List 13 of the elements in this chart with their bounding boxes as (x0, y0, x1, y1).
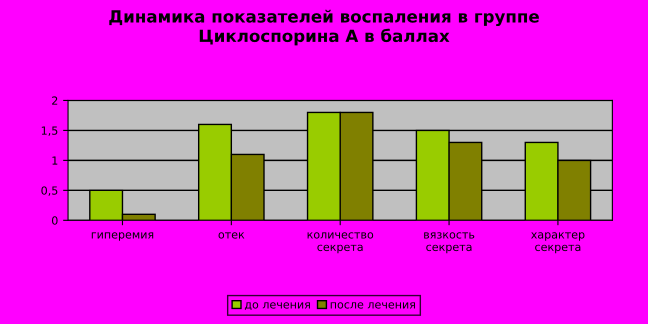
x-tick-label: вязкость секрета (424, 232, 474, 254)
x-tick-label: количество секрета (308, 232, 374, 254)
y-tick-label: 2 (52, 96, 58, 105)
y-tick-label: 1 (52, 156, 58, 165)
x-tick-label: гиперемия (92, 232, 154, 241)
y-tick-label: 0,5 (41, 186, 58, 196)
y-tick-label: 0 (52, 216, 58, 225)
y-tick-label: 1,5 (42, 126, 58, 136)
legend-label: после лечения (330, 302, 415, 309)
legend-label: до лечения (244, 302, 310, 310)
x-tick-label: характер секрета (531, 232, 584, 254)
x-tick-label: отек (218, 232, 244, 239)
chart-title: Динамика показателей воспаления в группе Циклоспорина А в баллах (109, 10, 539, 46)
